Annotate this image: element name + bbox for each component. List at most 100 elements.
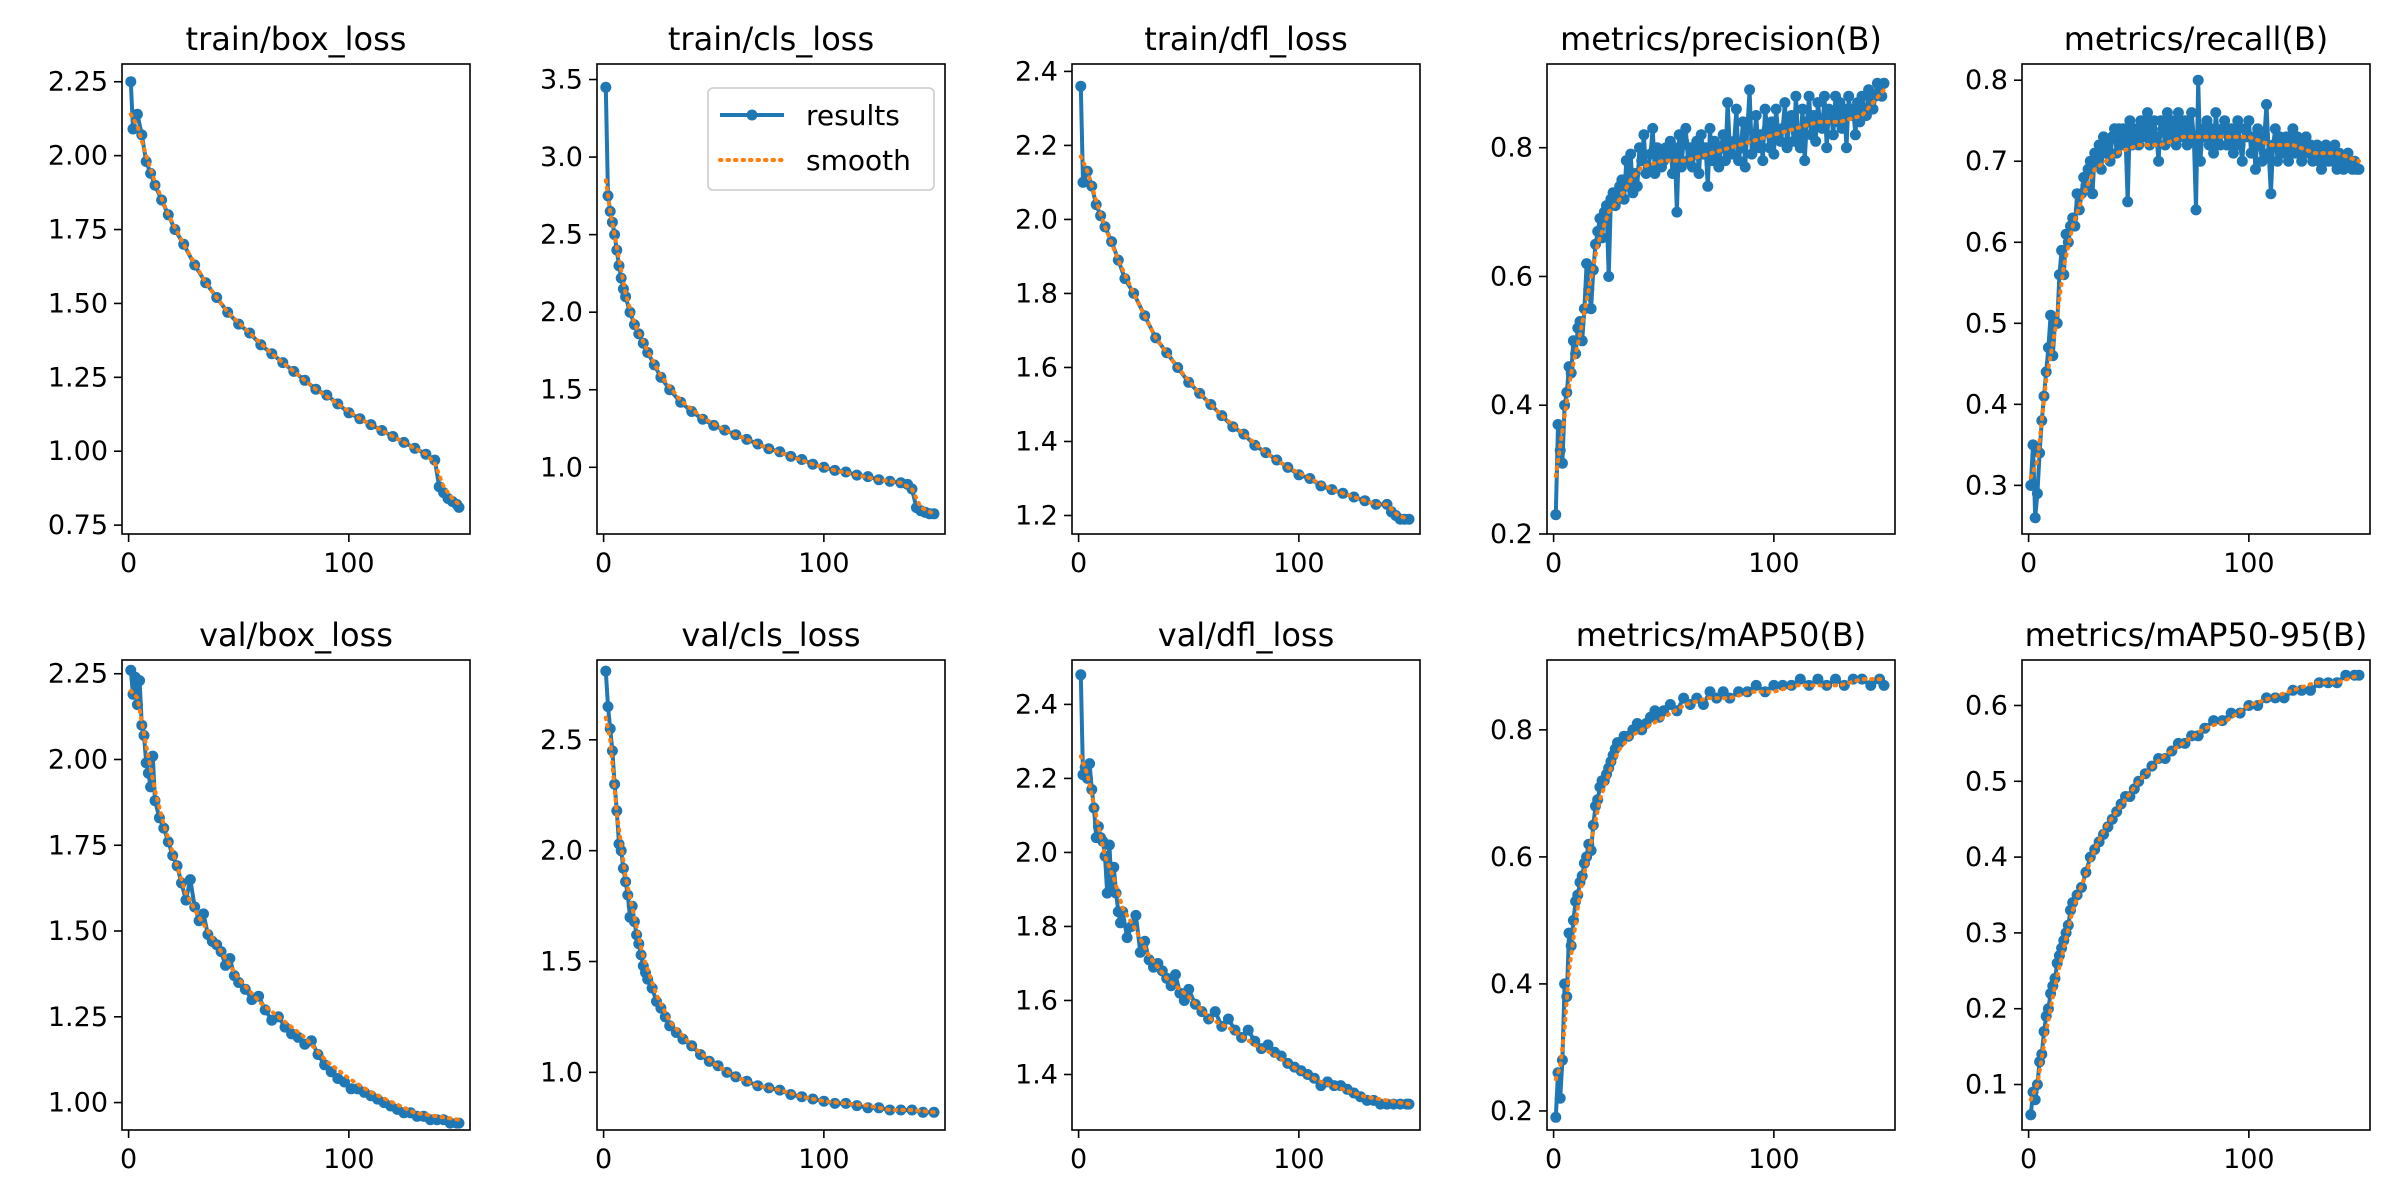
results-point [2227, 147, 2239, 159]
subplot-title: train/cls_loss [668, 20, 874, 58]
results-point [1759, 103, 1771, 115]
y-tick-label: 2.00 [48, 744, 108, 775]
results-point [1585, 303, 1597, 315]
plot-data [600, 81, 940, 520]
results-point [2153, 155, 2165, 167]
results-point [2115, 139, 2127, 151]
results-point [1722, 97, 1734, 109]
results-line [1553, 677, 1886, 1118]
y-tick-label: 0.8 [1490, 715, 1533, 746]
results-point [1702, 180, 1714, 192]
results-point [1075, 80, 1087, 92]
results-point [1836, 122, 1848, 134]
results-point [2272, 155, 2283, 167]
subplot-val-box-loss: val/box_loss 0 100 1.00 1.25 1.50 1.75 2.00 2.25 [48, 616, 471, 1175]
results-point [1249, 1035, 1261, 1047]
y-tick-label: 1.6 [1015, 352, 1058, 383]
results-point [2135, 115, 2147, 127]
results-point [1697, 699, 1709, 710]
results-point [2150, 131, 2162, 143]
y-tick-label: 1.25 [48, 1002, 108, 1033]
results-point [2203, 139, 2215, 151]
results-point [1077, 176, 1089, 188]
y-tick-label: 0.6 [1965, 227, 2008, 258]
results-point [2131, 123, 2142, 135]
x-tick-label: 0 [1545, 548, 1562, 579]
results-point [1563, 927, 1575, 939]
y-tick-label: 0.4 [1965, 842, 2008, 873]
results-point [1752, 142, 1764, 154]
y-tick-label: 1.00 [48, 436, 108, 467]
results-point [611, 805, 623, 817]
results-point [2219, 115, 2231, 127]
results-point [1810, 135, 1822, 147]
results-point [2287, 123, 2299, 135]
smooth-line [2028, 134, 2361, 480]
plot-data [125, 76, 465, 513]
results-point [2124, 115, 2136, 127]
subplot-title: val/cls_loss [681, 616, 860, 654]
subplot-title: metrics/recall(B) [2064, 20, 2329, 58]
y-tick-label: 2.0 [540, 836, 583, 867]
results-point [2172, 107, 2184, 119]
results-point [2120, 131, 2131, 143]
plot-data [125, 664, 465, 1129]
results-point [600, 665, 612, 677]
y-tick-label: 0.1 [1965, 1070, 2008, 1101]
results-point [2208, 147, 2220, 159]
x-tick-label: 100 [1273, 1144, 1325, 1175]
results-point [1794, 142, 1806, 154]
subplot-metrics-recall-b: metrics/recall(B) 0 100 0.3 0.4 0.5 0.6 0.7 0.8 [1965, 20, 2371, 579]
x-tick-label: 0 [2020, 1144, 2037, 1175]
results-point [2353, 163, 2365, 175]
y-tick-label: 1.5 [540, 375, 583, 406]
y-tick-label: 3.0 [540, 142, 583, 173]
results-point [1222, 1013, 1234, 1025]
y-tick-label: 0.8 [1965, 65, 2008, 96]
x-tick-label: 100 [2223, 548, 2275, 579]
y-tick-label: 1.0 [540, 452, 583, 483]
results-point [2210, 107, 2222, 119]
results-point [2029, 512, 2041, 524]
x-tick-label: 0 [1070, 548, 1087, 579]
results-point [2320, 139, 2332, 151]
results-point [1744, 84, 1756, 96]
results-point [1170, 969, 1181, 981]
results-point [2181, 139, 2193, 151]
x-tick-label: 0 [595, 548, 612, 579]
legend-results-label: results [806, 99, 900, 132]
x-tick-label: 100 [1748, 1144, 1800, 1175]
results-point [184, 874, 196, 886]
results-point [2256, 155, 2268, 167]
y-tick-label: 1.50 [48, 288, 108, 319]
results-point [2234, 139, 2246, 151]
results-point [2087, 188, 2098, 200]
results-point [2285, 139, 2297, 151]
results-point [1849, 129, 1861, 141]
results-point [140, 757, 152, 769]
results-point [1242, 1024, 1254, 1036]
y-tick-label: 1.8 [1015, 911, 1058, 942]
results-point [1704, 122, 1716, 134]
y-tick-label: 2.00 [48, 141, 108, 172]
y-tick-label: 2.5 [540, 220, 583, 251]
results-point [1803, 90, 1815, 102]
results-point [147, 750, 159, 762]
results-point [453, 501, 465, 513]
plot-data [2025, 74, 2365, 524]
subplot-title: metrics/mAP50-95(B) [2025, 616, 2368, 654]
smooth-line [1078, 154, 1411, 522]
legend-smooth-label: smooth [806, 144, 911, 177]
y-tick-label: 2.0 [540, 297, 583, 328]
results-point [2236, 155, 2248, 167]
results-point [2201, 115, 2213, 127]
x-tick-label: 100 [1748, 548, 1800, 579]
subplot-val-dfl-loss: val/dfl_loss 0 100 1.4 1.6 1.8 2.0 2.2 2.4 [1015, 616, 1421, 1175]
y-tick-label: 0.2 [1965, 994, 2008, 1025]
results-point [1134, 946, 1146, 958]
results-point [1876, 90, 1888, 102]
y-tick-label: 1.00 [48, 1088, 108, 1119]
results-point [2188, 131, 2200, 143]
y-tick-label: 1.0 [540, 1057, 583, 1088]
y-tick-label: 2.25 [48, 659, 108, 690]
